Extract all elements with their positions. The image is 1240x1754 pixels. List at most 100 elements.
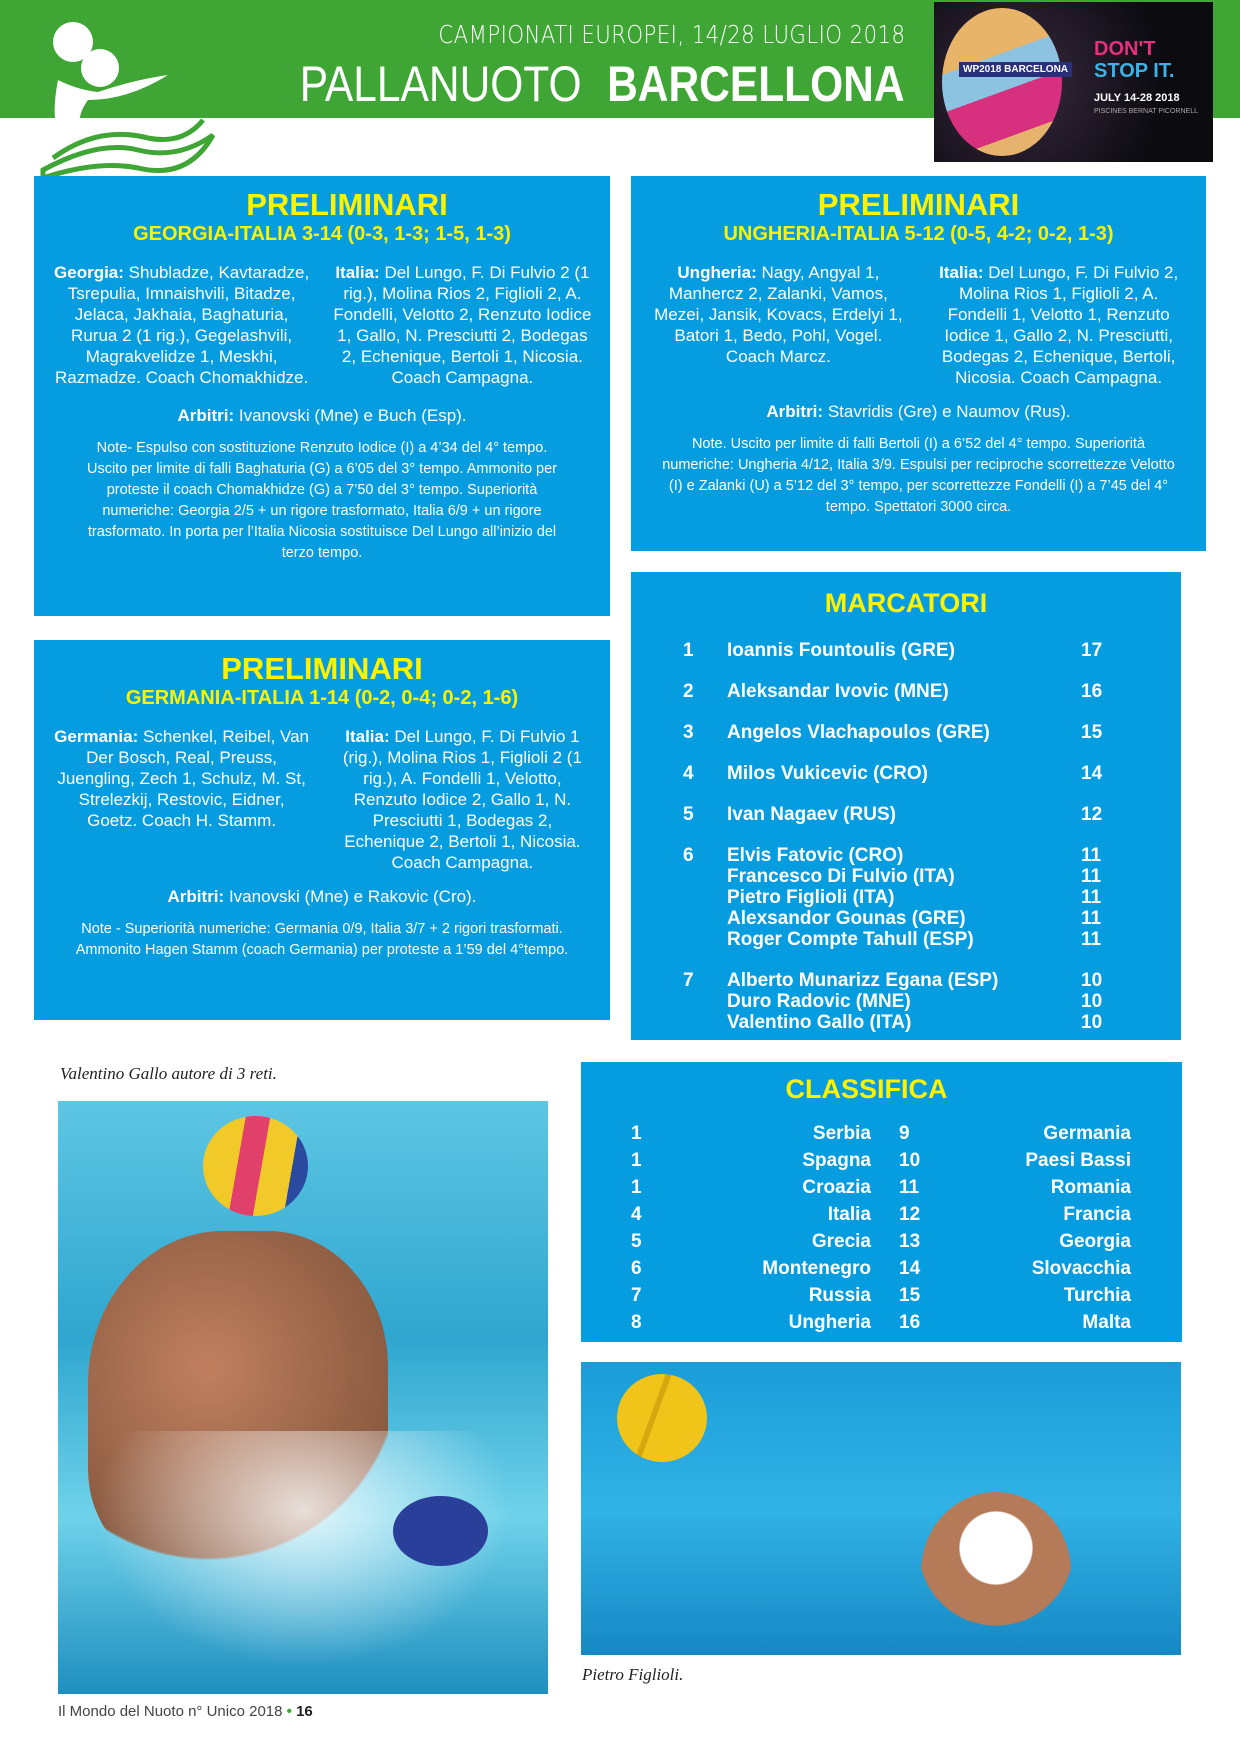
referees-names: Ivanovski (Mne) e Rakovic (Cro). — [228, 887, 477, 906]
referees: Arbitri: Ivanovski (Mne) e Rakovic (Cro)… — [52, 887, 592, 907]
standing-pos: 1 — [631, 1177, 642, 1198]
scorer-goals: 11 — [1081, 866, 1102, 887]
standing-team: Germania — [1043, 1123, 1131, 1144]
standing-pos: 5 — [631, 1231, 642, 1252]
scorer-goals: 11 — [1081, 908, 1102, 929]
poster-dates: JULY 14-28 2018 — [1094, 92, 1180, 104]
match-note: Note - Superiorità numeriche: Germania 0… — [75, 921, 569, 958]
match-heading: PRELIMINARI — [221, 651, 423, 686]
team1-players: Shubladze, Kavtaradze, Tsrepulia, Imnais… — [54, 263, 310, 387]
player-image — [921, 1492, 1071, 1652]
standing-team: Paesi Bassi — [1025, 1150, 1131, 1171]
page-footer: Il Mondo del Nuoto n° Unico 2018 • 16 — [58, 1703, 313, 1720]
scorer-row: 4 Milos Vukicevic (CRO) 14 — [651, 763, 1161, 784]
scorer-row: 3 Angelos Vlachapoulos (GRE) 15 — [651, 722, 1161, 743]
scorer-name: Ioannis Fountoulis (GRE) — [727, 640, 955, 661]
scorer-rank: 4 — [683, 763, 694, 784]
team2-lineup: Italia: Del Lungo, F. Di Fulvio 2 (1 rig… — [333, 262, 592, 388]
scorer-goals: 17 — [1081, 640, 1103, 661]
scorer-name: Alberto Munarizz Egana (ESP) — [727, 970, 999, 991]
standing-pos: 1 — [631, 1150, 642, 1171]
standing-pos: 9 — [899, 1123, 910, 1144]
match-result: GEORGIA-ITALIA 3-14 (0-3, 1-3; 1-5, 1-3) — [133, 223, 511, 245]
standing-pos: 11 — [899, 1177, 920, 1198]
ball-image — [203, 1116, 308, 1216]
scorer-rank: 3 — [683, 722, 694, 743]
poster-slogan: DON'T STOP IT. — [1094, 38, 1174, 82]
scorer-row: Alexsandor Gounas (GRE) 11 — [651, 908, 1161, 929]
referees-label: Arbitri: — [177, 406, 235, 425]
scorer-group: 5 Ivan Nagaev (RUS) 12 — [651, 804, 1161, 825]
scorer-row: 7 Alberto Munarizz Egana (ESP) 10 — [651, 970, 1161, 991]
scorer-rank — [651, 991, 707, 1012]
scorer-row: Duro Radovic (MNE) 10 — [651, 991, 1161, 1012]
scorer-row: Roger Compte Tahull (ESP) 11 — [651, 929, 1161, 950]
standing-pos: 1 — [631, 1123, 642, 1144]
standing-pos: 12 — [899, 1204, 921, 1225]
scorer-rank: 5 — [683, 804, 694, 825]
scorer-group: 2 Aleksandar Ivovic (MNE) 16 — [651, 681, 1161, 702]
standing-pos: 8 — [631, 1312, 642, 1333]
scorer-goals: 11 — [1081, 887, 1102, 908]
publication-name: Il Mondo del Nuoto n° Unico 2018 — [58, 1703, 283, 1720]
scorer-rank — [651, 866, 707, 887]
scorer-name: Milos Vukicevic (CRO) — [727, 763, 928, 784]
standing-team: Russia — [808, 1285, 871, 1306]
standing-pos: 13 — [899, 1231, 921, 1252]
standing-team: Francia — [1063, 1204, 1131, 1225]
standing-team: Croazia — [802, 1177, 871, 1198]
photo-valentino-gallo — [58, 1101, 548, 1694]
scorer-group: 1 Ioannis Fountoulis (GRE) 17 — [651, 640, 1161, 661]
standing-pos: 16 — [899, 1312, 921, 1333]
scorer-row: 6 Elvis Fatovic (CRO) 11 — [651, 845, 1161, 866]
scorer-rank — [651, 887, 707, 908]
standings-heading: CLASSIFICA — [785, 1074, 948, 1104]
scorer-rank — [651, 908, 707, 929]
referees: Arbitri: Stavridis (Gre) e Naumov (Rus). — [649, 402, 1188, 422]
scorer-goals: 15 — [1081, 722, 1103, 743]
standing-pos: 14 — [899, 1258, 921, 1279]
scorer-group: 6 Elvis Fatovic (CRO) 11 Francesco Di Fulvi… — [651, 845, 1161, 950]
scorer-goals: 11 — [1081, 929, 1102, 950]
standing-pos: 7 — [631, 1285, 642, 1306]
standing-pos: 6 — [631, 1258, 642, 1279]
scorer-row: 5 Ivan Nagaev (RUS) 12 — [651, 804, 1161, 825]
standing-team: Montenegro — [762, 1258, 871, 1279]
scorer-row: Pietro Figlioli (ITA) 11 — [651, 887, 1161, 908]
scorer-name: Pietro Figlioli (ITA) — [727, 887, 895, 908]
team1-players: Schenkel, Reibel, Van Der Bosch, Real, P… — [57, 727, 310, 830]
scorers-heading: MARCATORI — [824, 588, 988, 618]
scorer-goals: 12 — [1081, 804, 1103, 825]
title-sport: PALLANUOTO — [300, 56, 583, 112]
scorer-rank: 6 — [683, 845, 694, 866]
poster-slogan-1: DON'T — [1094, 38, 1156, 60]
match-result: UNGHERIA-ITALIA 5-12 (0-5, 4-2; 0-2, 1-3… — [723, 223, 1114, 245]
standing-team: Italia — [827, 1204, 871, 1225]
scorers-list: 1 Ioannis Fountoulis (GRE) 17 2 Aleksandar I… — [651, 640, 1161, 1033]
standing-pos: 10 — [899, 1150, 921, 1171]
standing-team: Slovacchia — [1031, 1258, 1131, 1279]
match-heading: PRELIMINARI — [817, 187, 1020, 222]
referees-label: Arbitri: — [167, 887, 225, 906]
team2-players: Del Lungo, F. Di Fulvio 1 (rig.), Molina… — [342, 727, 582, 872]
poster-ball-image — [942, 8, 1062, 156]
match-note: Note- Espulso con sostituzione Renzuto I… — [86, 440, 557, 561]
team2-players: Del Lungo, F. Di Fulvio 2 (1 rig.), Moli… — [333, 263, 592, 387]
scorer-goals: 16 — [1081, 681, 1103, 702]
standing-team: Ungheria — [788, 1312, 871, 1333]
scorer-name: Elvis Fatovic (CRO) — [727, 845, 904, 866]
poster-slogan-2: STOP IT. — [1094, 60, 1175, 82]
standings-box: CLASSIFICA 1 Serbia 9 Germania 1 Spagna 10 Paes… — [581, 1062, 1182, 1342]
scorer-rank: 2 — [683, 681, 694, 702]
scorer-row: 1 Ioannis Fountoulis (GRE) 17 — [651, 640, 1161, 661]
scorer-group: 4 Milos Vukicevic (CRO) 14 — [651, 763, 1161, 784]
ball-image — [617, 1374, 707, 1462]
scorer-group: 7 Alberto Munarizz Egana (ESP) 10 Duro Rado… — [651, 970, 1161, 1033]
scorer-name: Francesco Di Fulvio (ITA) — [727, 866, 955, 887]
team2-label: Italia: — [345, 727, 390, 746]
team2-lineup: Italia: Del Lungo, F. Di Fulvio 1 (rig.)… — [333, 726, 592, 873]
match-heading: PRELIMINARI — [246, 187, 448, 222]
referees-label: Arbitri: — [766, 402, 824, 421]
scorer-rank: 7 — [683, 970, 694, 991]
team1-label: Georgia: — [54, 263, 124, 282]
